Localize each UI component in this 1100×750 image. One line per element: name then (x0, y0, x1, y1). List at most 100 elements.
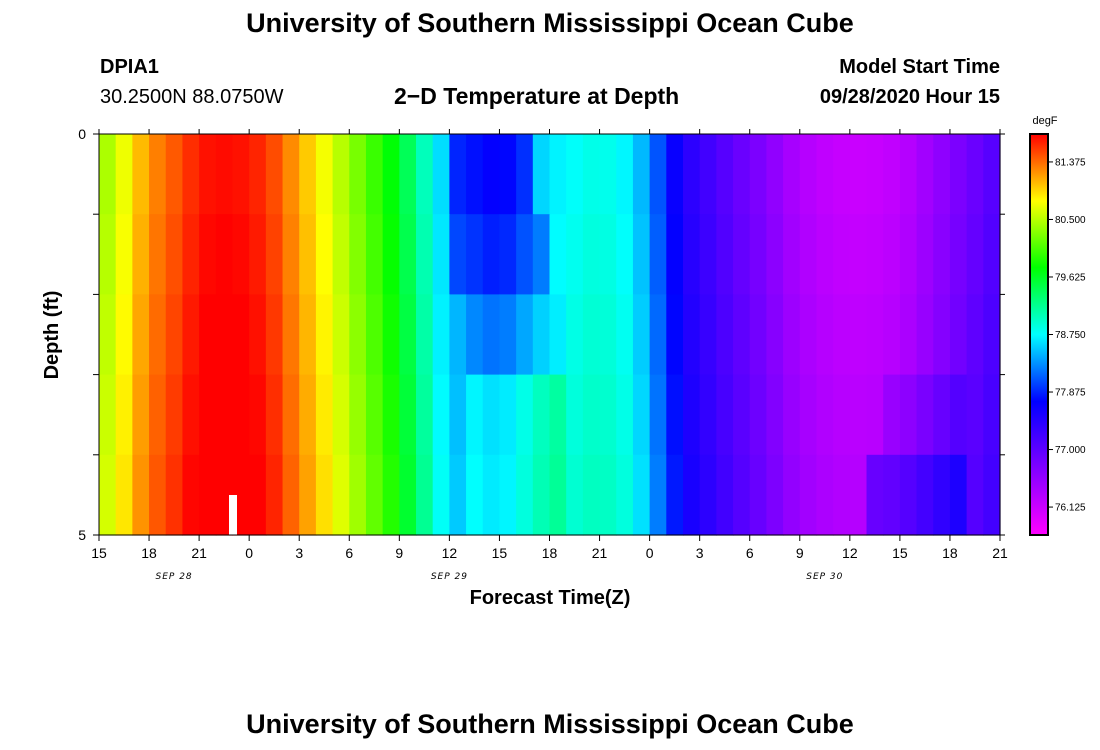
heatmap-cell (249, 374, 267, 456)
heatmap-cell (566, 214, 584, 295)
x-tick-label: 21 (592, 545, 608, 561)
heatmap-cell (182, 454, 200, 536)
heatmap-cell (632, 214, 651, 295)
heatmap-cell (115, 134, 133, 215)
heatmap-cell (265, 214, 284, 295)
heatmap-cell (365, 374, 384, 456)
heatmap-cell (983, 454, 1001, 536)
heatmap-cell (833, 374, 851, 456)
heatmap-cell (249, 214, 267, 295)
heatmap-cell (799, 134, 818, 215)
heatmap-cell (749, 134, 768, 215)
heatmap-cell (232, 294, 250, 376)
x-date-label: SEP 29 (431, 572, 468, 582)
heatmap-cell (165, 294, 184, 376)
heatmap-cell (632, 374, 651, 456)
heatmap-cell (466, 454, 484, 536)
heatmap-cell (866, 374, 884, 456)
heatmap-cell (866, 454, 884, 536)
x-tick-label: 18 (141, 545, 157, 561)
heatmap-cell (699, 214, 717, 295)
heatmap-cell (516, 134, 534, 215)
heatmap-cell (549, 374, 567, 456)
heatmap-cell (382, 214, 400, 295)
heatmap-cell (416, 374, 434, 456)
heatmap-cell (466, 374, 484, 456)
heatmap-cell (399, 454, 417, 536)
heatmap-cell (299, 134, 317, 215)
heatmap-cell (949, 214, 968, 295)
heatmap-cell (132, 374, 150, 456)
heatmap-cell (432, 294, 450, 376)
heatmap-cell (833, 134, 851, 215)
colorbar-label: 81.375 (1055, 157, 1086, 168)
heatmap-cell (249, 134, 267, 215)
x-tick-label: 21 (992, 545, 1008, 561)
heatmap-cell (315, 134, 334, 215)
heatmap-cell (849, 214, 868, 295)
heatmap-cell (532, 294, 551, 376)
colorbar-label: 77.875 (1055, 388, 1086, 399)
heatmap-cell (733, 294, 751, 376)
heatmap-cell (566, 134, 584, 215)
heatmap-cell (599, 374, 617, 456)
heatmap-cell (582, 134, 601, 215)
heatmap-cell (115, 214, 133, 295)
heatmap-cell (382, 374, 400, 456)
heatmap-cell (966, 454, 984, 536)
heatmap-cell (349, 294, 367, 376)
heatmap-cell (349, 214, 367, 295)
x-tick-label: 12 (442, 545, 458, 561)
heatmap-cell (482, 294, 501, 376)
heatmap-cell (532, 134, 551, 215)
heatmap-cell (733, 134, 751, 215)
colorbar-label: 77.000 (1055, 445, 1086, 456)
heatmap-cell (232, 374, 250, 456)
heatmap-cell (816, 374, 834, 456)
heatmap-cell (933, 214, 951, 295)
heatmap-cell (199, 134, 217, 215)
x-tick-label: 15 (892, 545, 908, 561)
heatmap-cell (416, 454, 434, 536)
heatmap-cell (699, 294, 717, 376)
heatmap-cell (215, 374, 234, 456)
heatmap-cell (516, 214, 534, 295)
colorbar-label: 80.500 (1055, 215, 1086, 226)
heatmap-cell (532, 214, 551, 295)
heatmap-cell (666, 454, 684, 536)
x-tick-label: 0 (646, 545, 654, 561)
page-title: University of Southern Mississippi Ocean… (246, 8, 854, 38)
heatmap-cell (649, 134, 667, 215)
heatmap-cell (499, 294, 517, 376)
heatmap-cell (249, 294, 267, 376)
heatmap-cell (115, 294, 133, 376)
model-start-time: 09/28/2020 Hour 15 (819, 86, 1000, 108)
heatmap-cell (349, 454, 367, 536)
heatmap-cell (983, 294, 1001, 376)
heatmap-cell (816, 454, 834, 536)
colorbar-unit: degF (1032, 115, 1057, 127)
heatmap-cell (582, 214, 601, 295)
heatmap-cell (265, 134, 284, 215)
heatmap-cell (432, 374, 450, 456)
heatmap-cell (332, 294, 350, 376)
heatmap-cell (899, 294, 918, 376)
heatmap-cell (682, 294, 701, 376)
heatmap-cell (699, 454, 717, 536)
heatmap-cell (883, 134, 901, 215)
heatmap-cell (916, 214, 934, 295)
heatmap-cell (566, 454, 584, 536)
heatmap-cell (499, 454, 517, 536)
y-axis-title: Depth (ft) (41, 291, 63, 380)
heatmap-cell (616, 134, 634, 215)
heatmap-cell (783, 374, 801, 456)
heatmap-cell (132, 214, 150, 295)
heatmap-cell (616, 294, 634, 376)
x-tick-label: 6 (746, 545, 754, 561)
x-tick-label: 9 (395, 545, 403, 561)
heatmap-cell (883, 374, 901, 456)
heatmap-cell (249, 454, 267, 536)
heatmap-cell (616, 374, 634, 456)
heatmap-cell (516, 454, 534, 536)
heatmap-cell (649, 454, 667, 536)
